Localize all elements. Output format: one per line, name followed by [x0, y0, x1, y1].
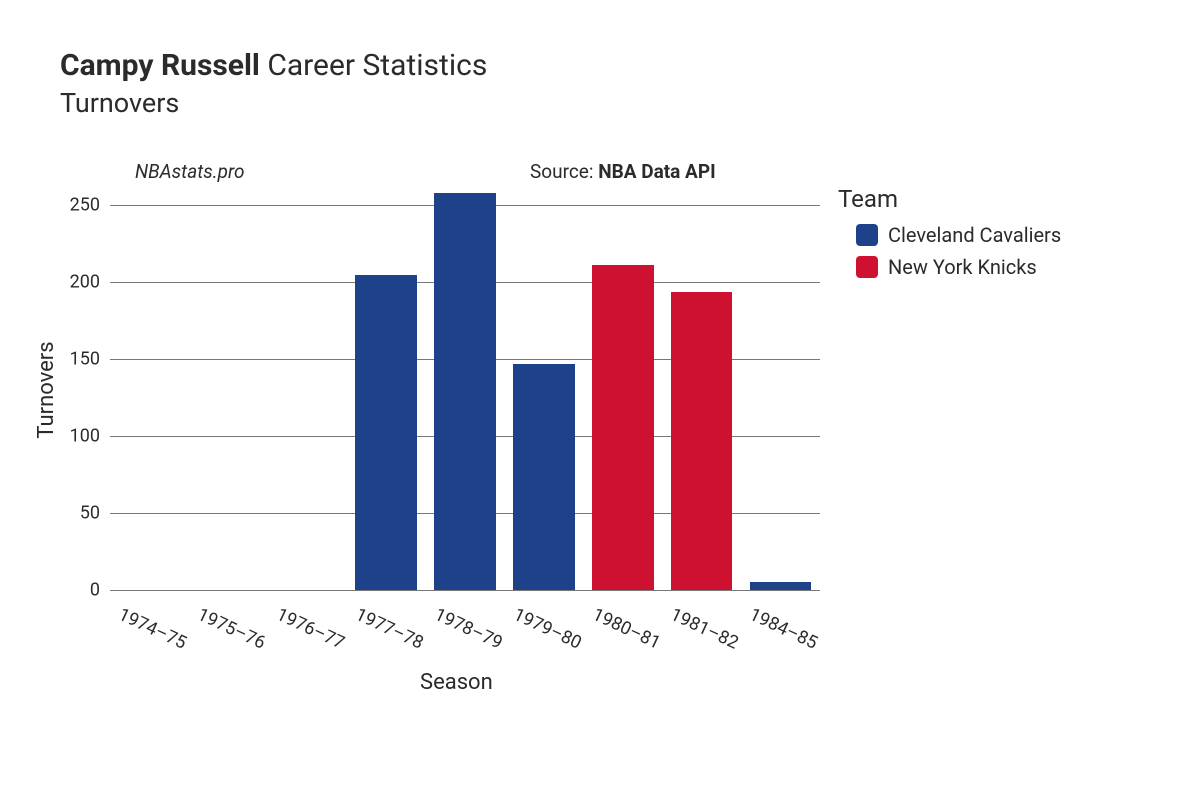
y-axis-title: Turnovers	[34, 341, 59, 438]
bar	[750, 582, 812, 590]
bar	[355, 275, 417, 590]
x-tick-label: 1978–79	[431, 604, 506, 654]
bar	[592, 265, 654, 590]
title-subtitle: Turnovers	[60, 87, 487, 119]
legend-swatch	[856, 224, 878, 246]
y-tick-label: 200	[70, 272, 100, 293]
bar	[434, 193, 496, 590]
x-tick-label: 1976–77	[273, 604, 348, 654]
player-name: Campy Russell	[60, 48, 260, 83]
source-name: NBA Data API	[598, 160, 715, 183]
watermark: NBAstats.pro	[135, 160, 245, 183]
legend-item: New York Knicks	[856, 255, 1061, 279]
gridline	[110, 590, 820, 591]
x-tick-label: 1981–82	[668, 604, 743, 654]
legend-item: Cleveland Cavaliers	[856, 223, 1061, 247]
y-tick-label: 100	[70, 426, 100, 447]
x-tick-label: 1974–75	[115, 604, 190, 654]
x-axis-title: Season	[420, 670, 493, 695]
legend-label: New York Knicks	[888, 255, 1037, 279]
x-tick-label: 1975–76	[194, 604, 269, 654]
bar	[513, 364, 575, 590]
legend-swatch	[856, 256, 878, 278]
title-line-1: Campy Russell Career Statistics	[60, 48, 487, 83]
y-tick-label: 0	[90, 580, 100, 601]
x-tick-label: 1979–80	[510, 604, 585, 654]
y-tick-label: 250	[70, 195, 100, 216]
legend: Team Cleveland Cavaliers New York Knicks	[838, 185, 1061, 287]
y-tick-label: 150	[70, 349, 100, 370]
x-tick-label: 1980–81	[589, 604, 664, 654]
legend-label: Cleveland Cavaliers	[888, 223, 1061, 247]
legend-title: Team	[838, 185, 1061, 213]
bar	[671, 292, 733, 590]
source-prefix: Source:	[530, 160, 598, 183]
title-rest: Career Statistics	[260, 48, 487, 83]
x-tick-label: 1977–78	[352, 604, 427, 654]
chart-title: Campy Russell Career Statistics Turnover…	[60, 48, 487, 119]
y-tick-label: 50	[80, 503, 100, 524]
x-tick-label: 1984–85	[746, 604, 821, 654]
source-label: Source: NBA Data API	[530, 160, 716, 183]
plot-area: 0501001502002501974–751975–761976–771977…	[110, 190, 820, 590]
